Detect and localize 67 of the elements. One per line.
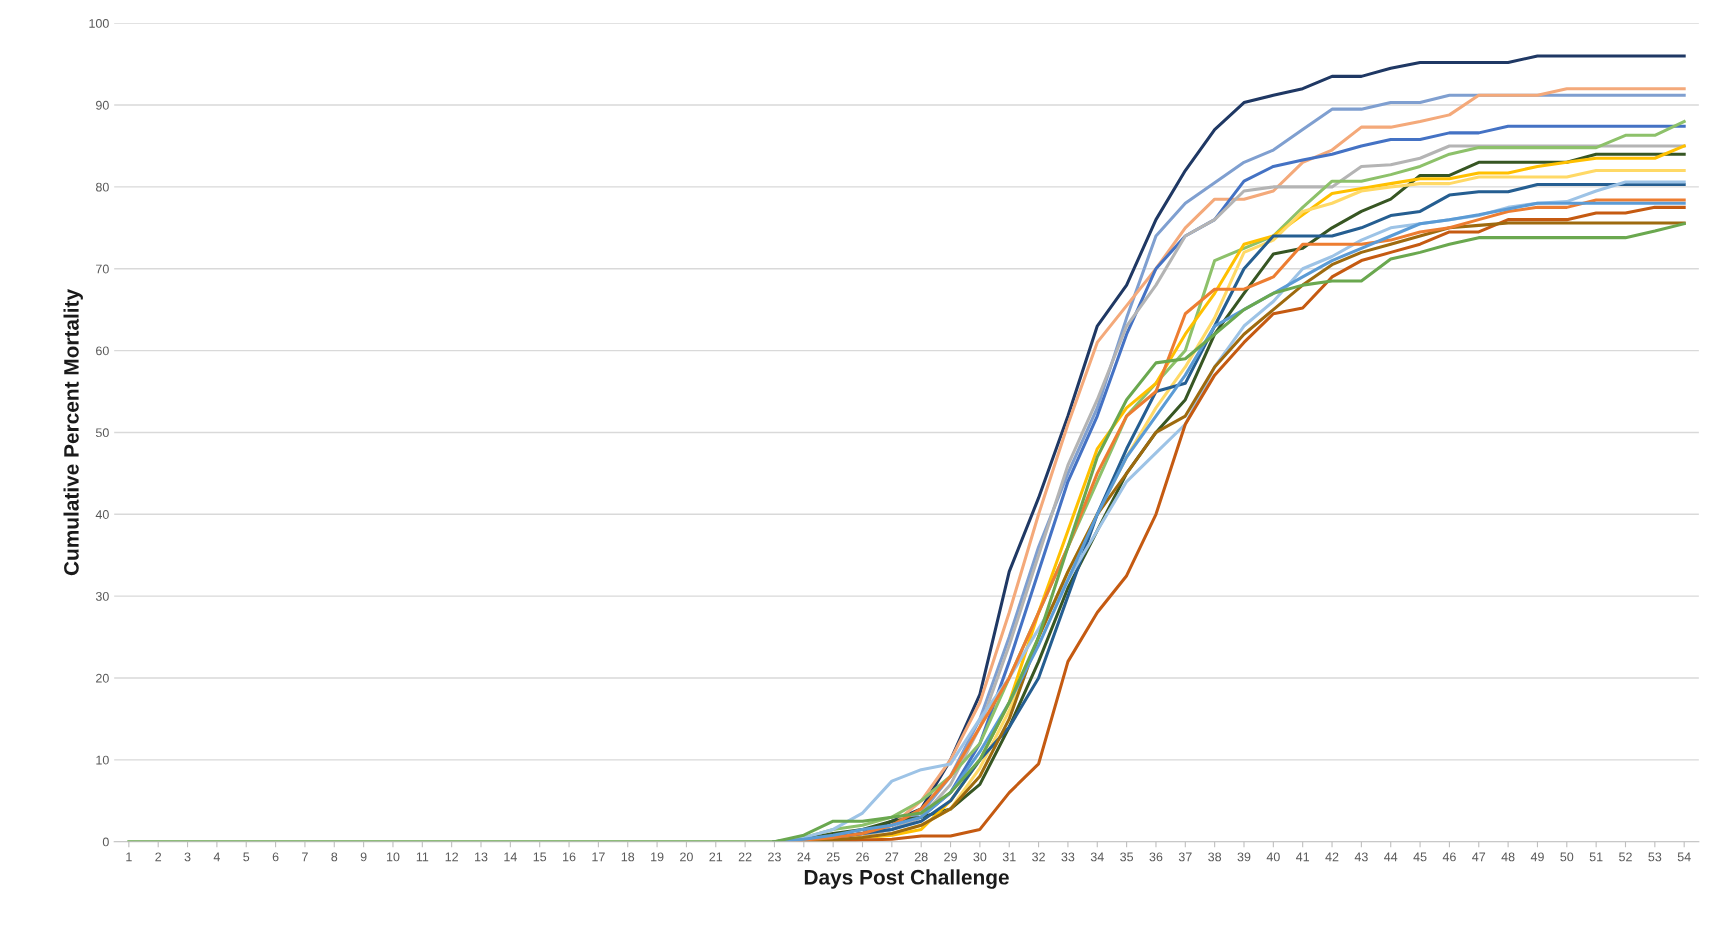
x-tick-label: 43 [1354, 852, 1368, 862]
x-tick-label: 40 [1266, 852, 1280, 862]
x-tick-label: 32 [1032, 852, 1045, 862]
x-tick-label: 31 [1002, 852, 1016, 862]
y-tick-label: 60 [96, 346, 109, 356]
x-tick-label: 24 [797, 852, 811, 862]
x-tick-label: 29 [944, 852, 957, 862]
y-axis-title: Cumulative Percent Mortality [63, 289, 83, 576]
x-tick-label: 20 [680, 852, 693, 862]
x-tick-label: 22 [738, 852, 752, 862]
x-tick-label: 51 [1589, 852, 1603, 862]
y-tick-label: 50 [95, 428, 109, 438]
y-tick-label: 0 [102, 837, 109, 847]
x-tick-label: 8 [331, 852, 338, 862]
x-tick-label: 4 [213, 852, 220, 862]
x-tick-label: 46 [1442, 852, 1456, 862]
x-tick-label: 14 [504, 852, 517, 862]
x-tick-label: 49 [1530, 852, 1544, 862]
x-tick-label: 35 [1120, 852, 1134, 862]
x-tick-label: 41 [1296, 852, 1310, 862]
x-tick-label: 42 [1325, 852, 1339, 862]
y-tick-label: 10 [96, 755, 109, 765]
x-tick-label: 50 [1560, 852, 1574, 862]
x-axis-title: Days Post Challenge [804, 869, 1009, 889]
x-tick-label: 34 [1090, 852, 1104, 862]
x-tick-label: 53 [1648, 852, 1662, 862]
x-tick-label: 26 [856, 852, 869, 862]
x-tick-label: 21 [709, 852, 723, 862]
x-tick-label: 10 [386, 852, 400, 862]
x-tick-label: 30 [973, 852, 987, 862]
x-tick-label: 36 [1149, 852, 1163, 862]
x-tick-label: 5 [243, 852, 250, 862]
x-tick-label: 16 [563, 852, 576, 862]
x-tick-label: 52 [1619, 852, 1632, 862]
x-tick-label: 6 [272, 852, 279, 862]
x-tick-label: 28 [914, 852, 928, 862]
x-tick-label: 17 [592, 852, 605, 862]
y-tick-label: 20 [96, 673, 109, 683]
x-tick-label: 44 [1384, 852, 1398, 862]
x-tick-label: 1 [126, 852, 132, 862]
y-tick-label: 80 [95, 182, 109, 192]
x-tick-label: 37 [1178, 852, 1192, 862]
x-tick-label: 23 [768, 852, 781, 862]
x-tick-label: 27 [885, 852, 899, 862]
y-tick-label: 30 [95, 591, 109, 601]
y-tick-label: 90 [96, 100, 109, 110]
y-tick-label: 70 [96, 264, 109, 274]
x-tick-label: 11 [416, 852, 429, 862]
x-tick-label: 48 [1501, 852, 1515, 862]
x-tick-label: 33 [1061, 852, 1075, 862]
y-tick-label: 100 [89, 19, 109, 28]
x-tick-label: 25 [826, 852, 840, 862]
x-tick-label: 13 [475, 852, 488, 862]
x-tick-label: 39 [1237, 852, 1251, 862]
x-tick-label: 3 [184, 852, 191, 862]
x-tick-label: 15 [533, 852, 547, 862]
x-tick-label: 47 [1472, 852, 1486, 862]
y-tick-label: 40 [95, 510, 109, 519]
x-tick-label: 45 [1413, 852, 1427, 862]
x-tick-label: 19 [651, 852, 664, 862]
x-tick-label: 9 [360, 852, 367, 862]
x-tick-label: 2 [155, 852, 162, 862]
x-tick-label: 7 [302, 852, 308, 862]
x-tick-label: 38 [1208, 852, 1222, 862]
x-tick-label: 18 [621, 852, 635, 862]
x-tick-label: 12 [445, 852, 458, 862]
x-tick-label: 54 [1677, 852, 1691, 862]
